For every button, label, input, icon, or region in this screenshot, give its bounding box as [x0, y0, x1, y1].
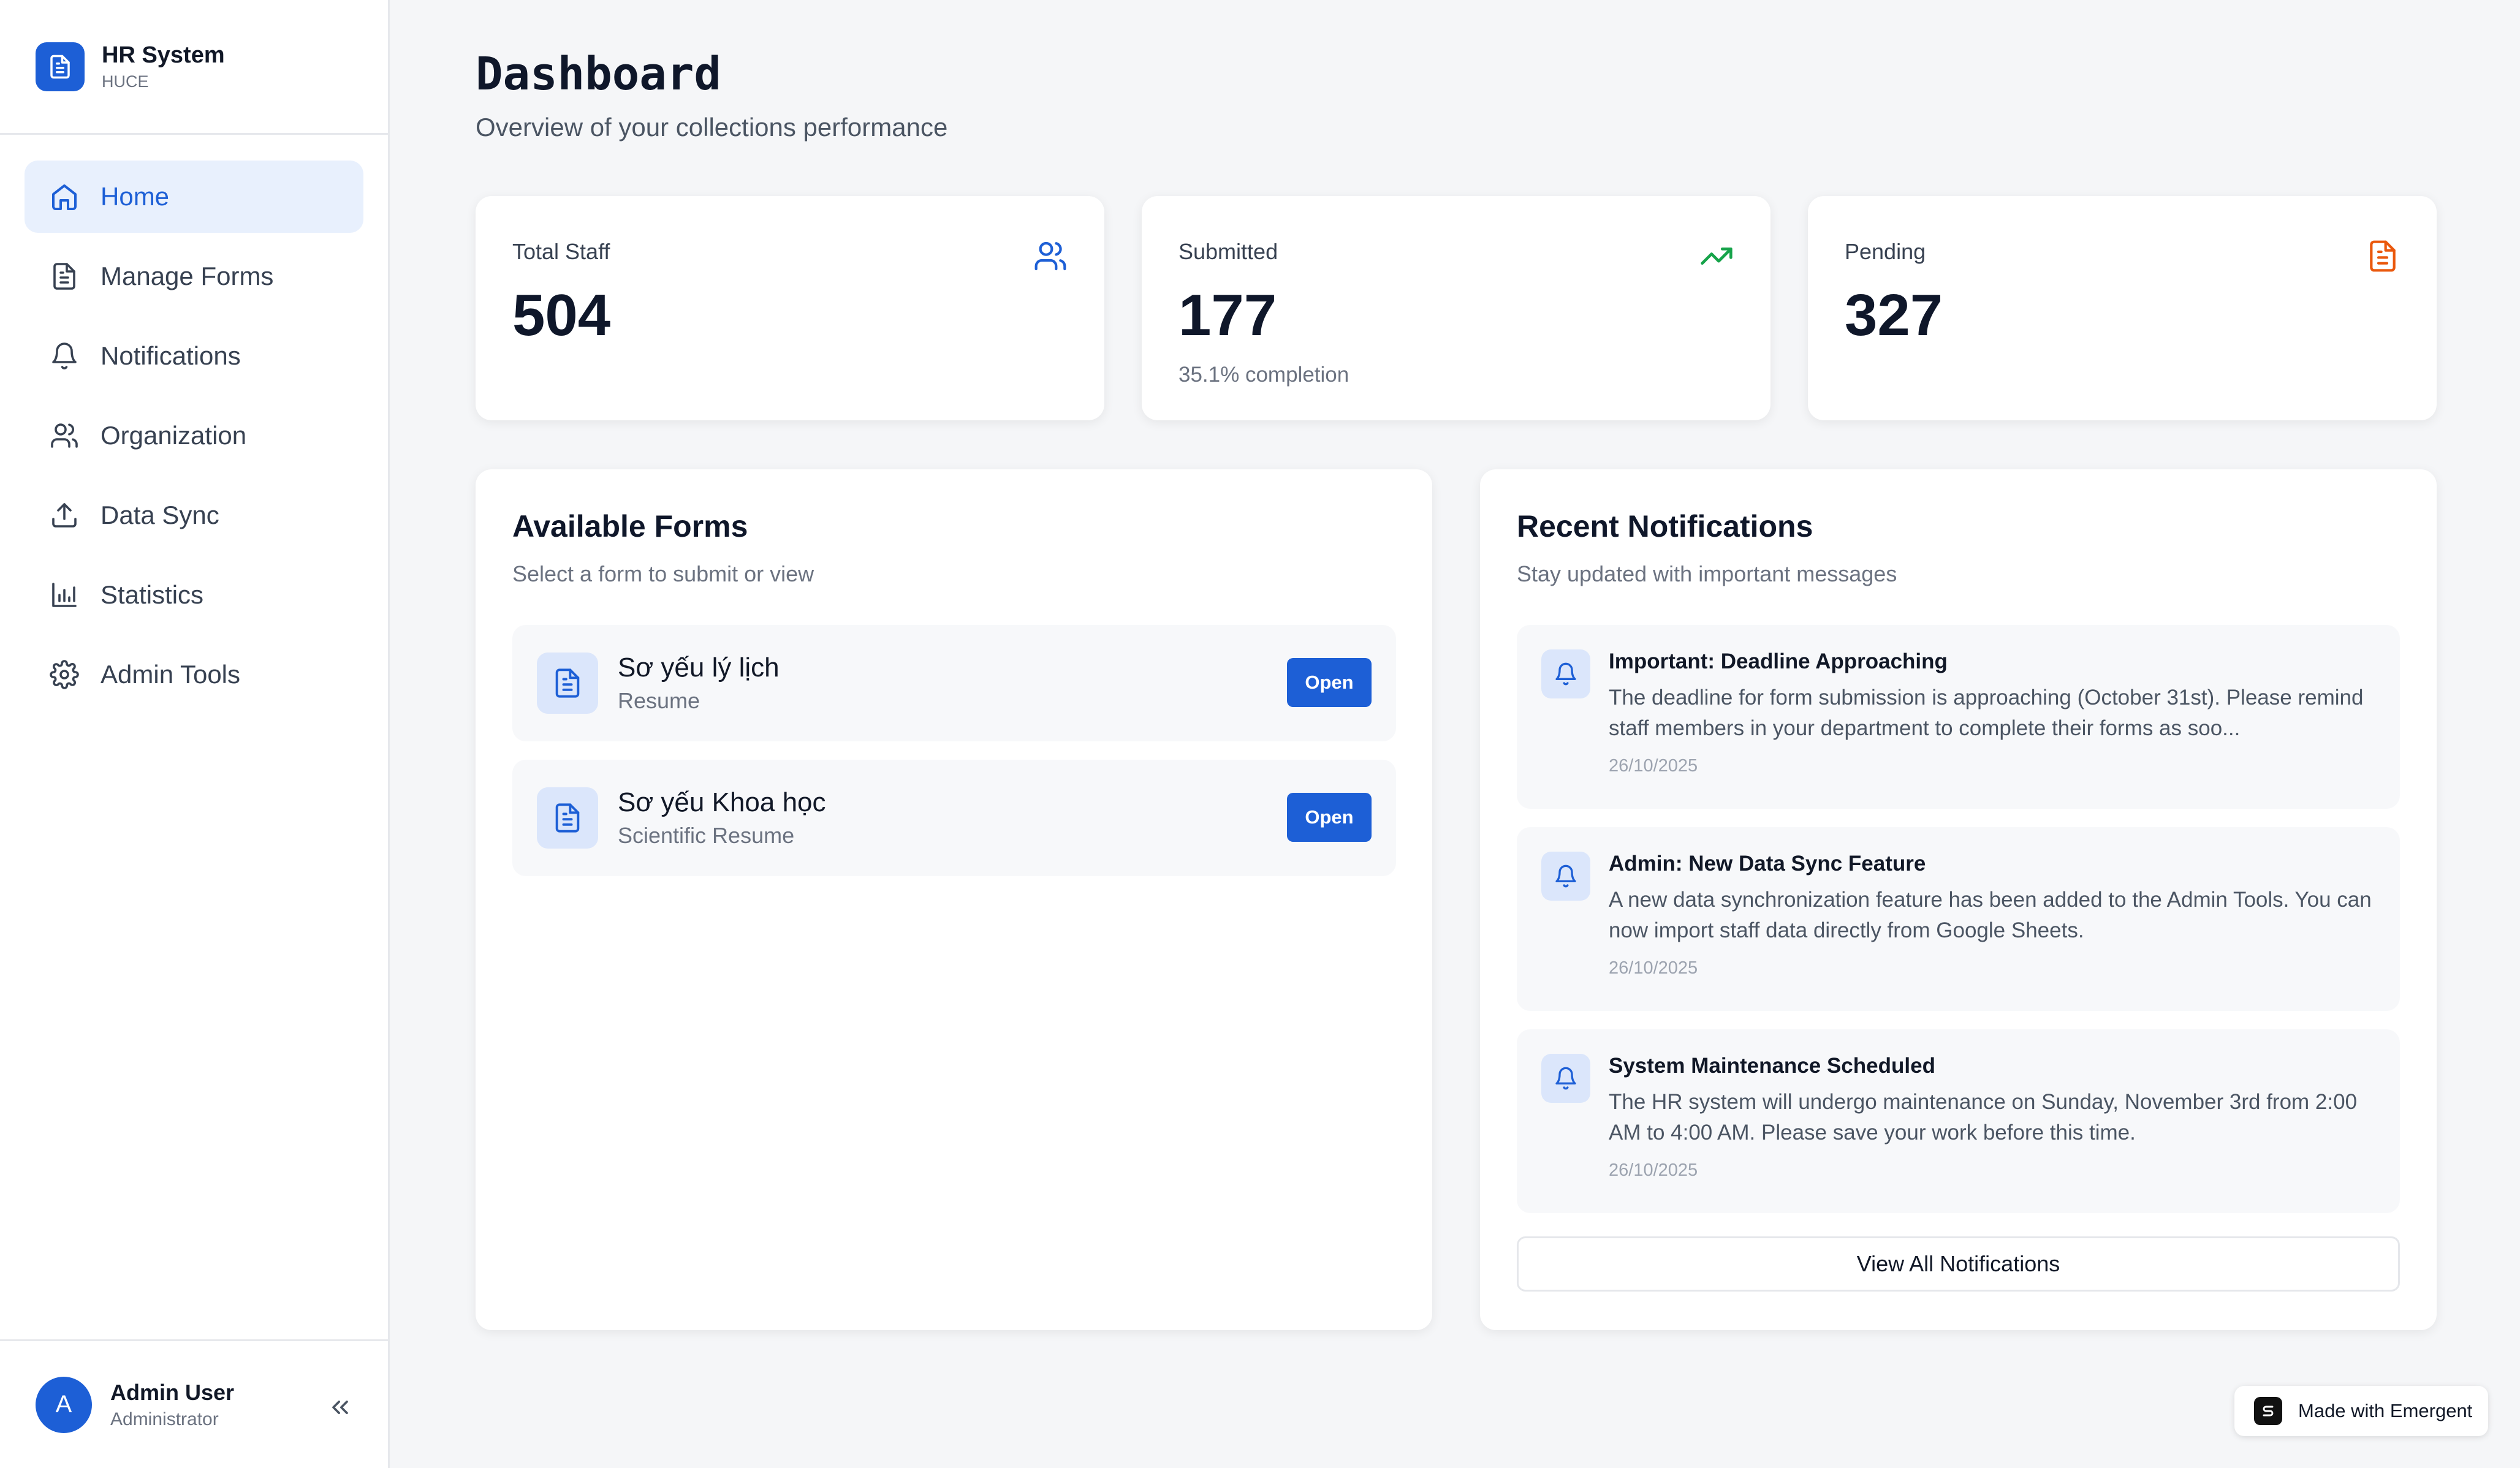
notification-date: 26/10/2025 — [1609, 1160, 1698, 1180]
stat-card-pending: Pending 327 — [1808, 196, 2437, 420]
notification-date: 26/10/2025 — [1609, 958, 1698, 978]
stat-card-total-staff: Total Staff 504 — [476, 196, 1104, 420]
notification-title: System Maintenance Scheduled — [1609, 1054, 1935, 1078]
notification-item[interactable]: Admin: New Data Sync Feature A new data … — [1517, 827, 2400, 1011]
sidebar-item-manage-forms[interactable]: Manage Forms — [25, 240, 363, 312]
stat-label: Pending — [1845, 239, 1926, 264]
sidebar-item-organization[interactable]: Organization — [25, 399, 363, 472]
emergent-logo-icon — [2254, 1397, 2282, 1425]
stat-value: 177 — [1178, 282, 1277, 348]
users-icon — [49, 420, 80, 451]
file-icon — [50, 55, 70, 78]
gear-icon — [49, 659, 80, 690]
users-icon — [1033, 239, 1068, 273]
stat-label: Total Staff — [512, 239, 610, 264]
user-role: Administrator — [110, 1409, 219, 1429]
notification-title: Important: Deadline Approaching — [1609, 649, 1948, 673]
made-with-emergent-badge[interactable]: Made with Emergent — [2234, 1386, 2488, 1436]
form-english-name: Resume — [618, 688, 700, 713]
file-icon — [2366, 239, 2400, 273]
bell-icon — [1541, 649, 1590, 698]
notification-title: Admin: New Data Sync Feature — [1609, 852, 1926, 876]
badge-label: Made with Emergent — [2298, 1400, 2473, 1421]
sidebar-nav: Home Manage Forms Notifications Organiza… — [0, 135, 388, 718]
available-forms-panel: Available Forms Select a form to submit … — [476, 469, 1432, 1330]
sidebar-item-label: Organization — [101, 421, 247, 450]
brand: HR System HUCE — [0, 0, 388, 135]
notification-item[interactable]: Important: Deadline Approaching The dead… — [1517, 625, 2400, 809]
stat-card-submitted: Submitted 177 35.1% completion — [1142, 196, 1770, 420]
notification-body: The deadline for form submission is appr… — [1609, 686, 2364, 740]
form-name: Sơ yếu lý lịch — [618, 653, 780, 683]
bell-icon — [1541, 1054, 1590, 1103]
brand-name: HR System — [102, 42, 225, 68]
view-all-notifications-button[interactable]: View All Notifications — [1517, 1236, 2400, 1292]
page-subtitle: Overview of your collections performance — [476, 113, 948, 142]
panel-title: Recent Notifications — [1517, 509, 1813, 543]
form-name: Sơ yếu Khoa học — [618, 787, 826, 817]
panel-subtitle: Select a form to submit or view — [512, 561, 814, 586]
sidebar-item-home[interactable]: Home — [25, 161, 363, 233]
recent-notifications-panel: Recent Notifications Stay updated with i… — [1480, 469, 2437, 1330]
file-icon — [537, 787, 598, 849]
stat-label: Submitted — [1178, 239, 1278, 264]
user-name: Admin User — [110, 1379, 235, 1405]
notification-body: A new data synchronization feature has b… — [1609, 888, 2372, 942]
page-title: Dashboard — [476, 48, 721, 100]
form-item-scientific-resume[interactable]: Sơ yếu Khoa học Scientific Resume Open — [512, 760, 1396, 876]
notification-date: 26/10/2025 — [1609, 756, 1698, 776]
bar-chart-icon — [49, 580, 80, 610]
stat-value: 327 — [1845, 282, 1943, 348]
sidebar-item-data-sync[interactable]: Data Sync — [25, 479, 363, 551]
open-button[interactable]: Open — [1287, 658, 1372, 707]
form-item-resume[interactable]: Sơ yếu lý lịch Resume Open — [512, 625, 1396, 741]
sidebar: HR System HUCE Home Manage Forms — [0, 0, 390, 1468]
completion-note: 35.1% completion — [1178, 363, 1349, 387]
open-button[interactable]: Open — [1287, 793, 1372, 842]
brand-logo — [36, 42, 85, 91]
file-icon — [537, 653, 598, 714]
notification-body: The HR system will undergo maintenance o… — [1609, 1090, 2358, 1145]
panel-subtitle: Stay updated with important messages — [1517, 561, 1897, 586]
form-english-name: Scientific Resume — [618, 823, 795, 848]
collapse-sidebar-button[interactable] — [323, 1390, 357, 1424]
notification-item[interactable]: System Maintenance Scheduled The HR syst… — [1517, 1029, 2400, 1213]
home-icon — [49, 181, 80, 212]
chevrons-left-icon — [332, 1401, 348, 1414]
sidebar-item-label: Notifications — [101, 341, 241, 370]
sidebar-item-label: Manage Forms — [101, 262, 274, 290]
stat-value: 504 — [512, 282, 611, 348]
upload-icon — [49, 500, 80, 531]
sidebar-item-statistics[interactable]: Statistics — [25, 559, 363, 631]
sidebar-item-label: Admin Tools — [101, 660, 241, 689]
panel-title: Available Forms — [512, 509, 748, 543]
bell-icon — [49, 341, 80, 371]
main-content: Dashboard Overview of your collections p… — [390, 0, 2520, 1468]
sidebar-item-admin-tools[interactable]: Admin Tools — [25, 638, 363, 711]
bell-icon — [1541, 852, 1590, 901]
brand-subtitle: HUCE — [102, 72, 149, 91]
sidebar-item-label: Home — [101, 182, 170, 211]
user-profile[interactable]: A Admin User Administrator — [0, 1339, 388, 1468]
sidebar-item-notifications[interactable]: Notifications — [25, 320, 363, 392]
sidebar-item-label: Statistics — [101, 580, 204, 609]
sidebar-item-label: Data Sync — [101, 501, 219, 529]
trending-up-icon — [1699, 239, 1734, 273]
file-icon — [49, 261, 80, 292]
avatar: A — [36, 1376, 92, 1433]
